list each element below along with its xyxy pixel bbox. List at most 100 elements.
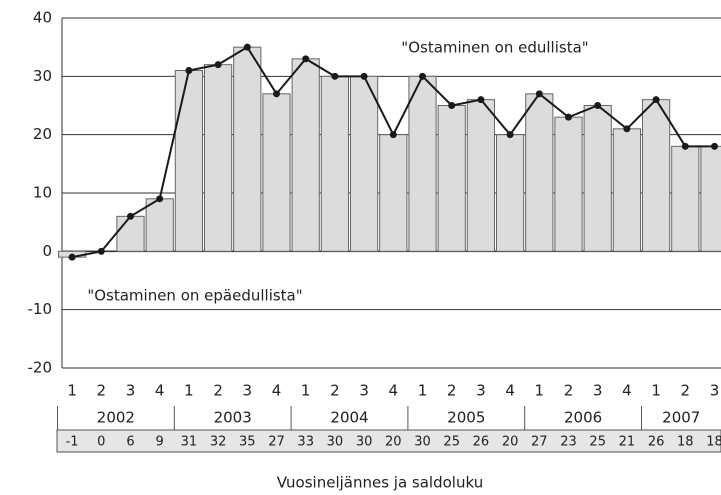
point [331,72,339,80]
bar [320,75,349,252]
value-label: 27 [268,435,285,450]
x-tick-label: 1 [418,382,428,400]
x-tick-label: 3 [359,382,369,400]
x-tick-label: 2 [213,382,223,400]
x-tick-label: 1 [651,382,661,400]
value-label: 18 [677,435,694,450]
annotation: "Ostaminen on edullista" [401,39,588,57]
value-label: 30 [356,435,373,450]
bar [145,198,174,252]
value-label: 21 [619,435,636,450]
x-tick-label: 3 [710,382,720,400]
year-label: 2006 [564,409,602,427]
point [68,253,76,261]
value-label: 32 [210,435,227,450]
bar [700,145,721,252]
bar [233,46,262,252]
x-tick-label: 1 [184,382,194,400]
value-label: 26 [473,435,490,450]
bar [496,134,525,252]
x-tick-label: 3 [243,382,253,400]
point [711,142,718,150]
x-tick-label: 4 [505,382,515,400]
bar [437,105,466,252]
point [389,131,397,139]
y-tick-label: 0 [42,242,52,260]
value-label: 31 [181,435,198,450]
value-label: 27 [531,435,548,450]
value-row-box [56,429,721,453]
y-tick-label: 10 [33,184,52,202]
point [419,72,426,80]
x-tick-label: 1 [535,382,545,400]
value-label: 18 [706,435,721,450]
y-tick-label: 30 [33,67,52,85]
x-tick-label: 2 [330,382,340,400]
bar [116,215,145,252]
year-label: 2007 [662,409,700,427]
x-tick-label: 4 [155,382,165,400]
point [623,125,631,133]
bar [583,105,612,252]
point [156,195,164,203]
value-label: 0 [97,435,105,450]
point [360,72,368,80]
bar [379,134,408,252]
bar [204,64,233,252]
value-label: 30 [327,435,344,450]
point [594,102,602,109]
value-label: 25 [443,435,460,450]
point [506,131,514,139]
bar [291,58,320,252]
y-tick-label: -20 [28,359,53,377]
point [243,43,251,51]
point [214,61,222,69]
value-label: 23 [560,435,577,450]
year-label: 2003 [214,409,252,427]
x-tick-label: 2 [681,382,691,400]
bar [671,145,700,252]
y-tick-label: 40 [33,9,52,27]
x-tick-label: 4 [272,382,282,400]
x-tick-label: 3 [476,382,486,400]
point [535,90,543,98]
x-tick-label: 1 [67,382,77,400]
bar [174,70,204,252]
point [565,113,572,121]
annotation: "Ostaminen on epäedullista" [87,287,302,305]
bar [642,99,671,252]
point [302,55,310,63]
point [97,247,105,255]
year-label: 2005 [447,409,485,427]
point [448,102,456,109]
value-label: 33 [297,435,314,450]
value-label: -1 [66,435,79,450]
value-label: 26 [648,435,665,450]
x-tick-label: 3 [126,382,136,400]
value-label: 20 [385,435,402,450]
y-tick-label: 20 [33,125,52,143]
point [477,96,485,104]
x-tick-label: 4 [622,382,632,400]
value-label: 35 [239,435,256,450]
x-tick-label: 2 [97,382,107,400]
x-axis-label: Vuosineljännes ja saldoluku [277,474,483,492]
year-label: 2002 [97,409,135,427]
point [652,96,660,104]
point [127,212,134,220]
x-tick-label: 2 [564,382,574,400]
bar [350,75,379,252]
value-label: 9 [156,435,164,450]
bar [262,93,291,252]
bar [554,116,583,252]
x-tick-label: 2 [447,382,457,400]
bar [612,128,641,252]
point [185,67,193,74]
value-label: 6 [126,435,134,450]
bar [525,93,554,252]
point [273,90,280,98]
value-label: 30 [414,435,431,450]
point [681,142,689,150]
x-tick-label: 3 [593,382,603,400]
